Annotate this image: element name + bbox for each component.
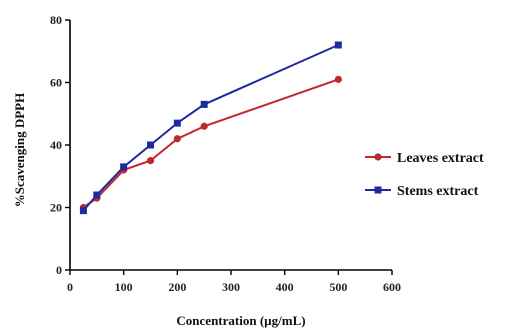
- data-point-stems-extract: [79, 207, 87, 215]
- axes: [69, 20, 392, 271]
- x-tick-label: 0: [67, 280, 73, 294]
- data-point-leaves-extract: [334, 75, 342, 83]
- y-tick-label: 80: [50, 13, 62, 27]
- legend-marker: [374, 153, 382, 161]
- data-point-stems-extract: [334, 41, 342, 49]
- legend-marker: [374, 186, 382, 194]
- y-tick-label: 40: [50, 138, 62, 152]
- data-point-leaves-extract: [173, 135, 181, 143]
- x-tick-label: 500: [329, 280, 347, 294]
- data-point-stems-extract: [173, 119, 181, 127]
- x-tick-label: 100: [115, 280, 133, 294]
- series-leaves-extract: [79, 75, 342, 212]
- data-point-stems-extract: [120, 163, 128, 171]
- y-tick-label: 0: [56, 263, 62, 277]
- legend-item-stems-extract: Stems extract: [365, 184, 479, 199]
- series-stems-extract: [79, 41, 342, 215]
- x-tick-label: 400: [276, 280, 294, 294]
- series-line-leaves-extract: [82, 78, 339, 209]
- legend-item-leaves-extract: Leaves extract: [365, 151, 484, 166]
- x-tick-label: 600: [383, 280, 401, 294]
- x-tick-label: 300: [222, 280, 240, 294]
- y-axis-ticks: 0 20 40 60 80: [50, 13, 70, 277]
- series-layer: [79, 41, 342, 215]
- legend: Leaves extract Stems extract: [365, 151, 484, 199]
- data-point-stems-extract: [200, 100, 208, 108]
- y-axis-title: %Scavenging DPPH: [12, 93, 27, 207]
- legend-label: Stems extract: [397, 184, 479, 199]
- x-axis-ticks: 0 100 200 300 400 500 600: [67, 270, 401, 294]
- data-point-leaves-extract: [146, 157, 155, 165]
- data-point-leaves-extract: [200, 122, 208, 130]
- x-axis-title: Concentration (µg/mL): [176, 313, 305, 328]
- series-line-stems-extract: [82, 44, 339, 212]
- y-tick-label: 20: [50, 201, 62, 215]
- data-point-stems-extract: [93, 191, 101, 199]
- data-point-stems-extract: [147, 141, 154, 149]
- legend-label: Leaves extract: [397, 151, 484, 166]
- y-tick-label: 60: [50, 76, 62, 90]
- x-tick-label: 200: [168, 280, 186, 294]
